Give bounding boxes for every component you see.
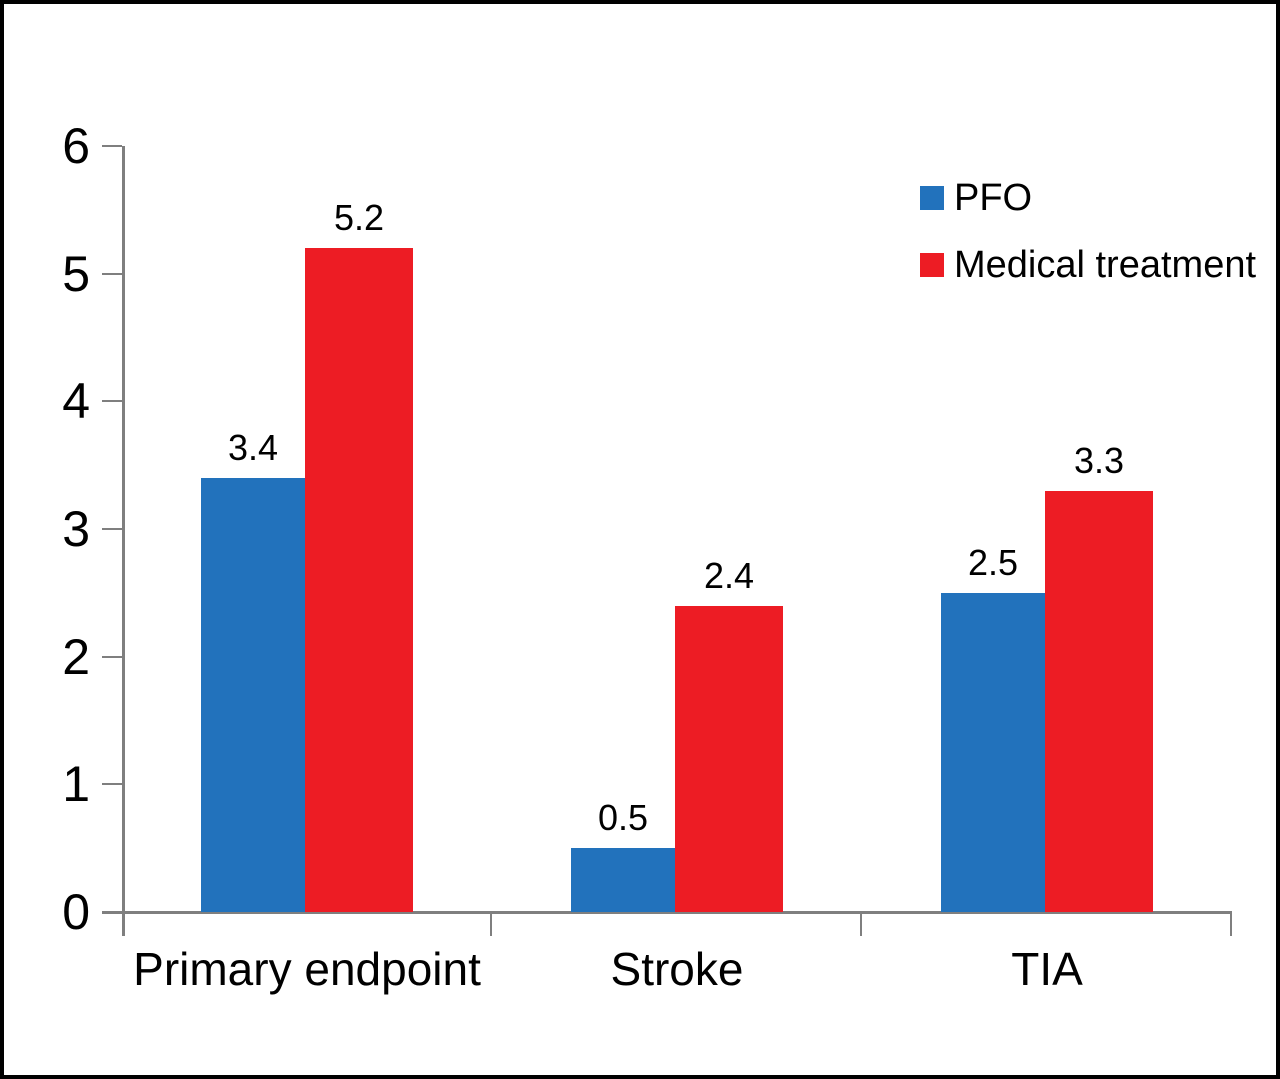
y-axis-line bbox=[122, 146, 125, 936]
bar-pfo-stroke bbox=[571, 848, 675, 912]
bar-pfo-tia bbox=[941, 593, 1045, 912]
y-tick-6 bbox=[102, 145, 122, 147]
x-axis-label-tia: TIA bbox=[1011, 943, 1083, 995]
value-label-medical-treatment-primary-endpoint: 5.2 bbox=[333, 197, 385, 238]
legend-item-pfo: PFO bbox=[920, 176, 1256, 220]
legend-swatch-pfo bbox=[920, 186, 944, 210]
value-label-medical-treatment-stroke: 2.4 bbox=[703, 555, 755, 596]
legend-item-medical-treatment: Medical treatment bbox=[920, 243, 1256, 287]
value-label-pfo-stroke: 0.5 bbox=[597, 797, 649, 838]
y-axis-label-4: 4 bbox=[62, 373, 90, 430]
x-tick-3 bbox=[1230, 912, 1232, 936]
x-axis-label-primary-endpoint: Primary endpoint bbox=[133, 943, 481, 995]
y-tick-5 bbox=[102, 272, 122, 275]
bar-pfo-primary-endpoint bbox=[201, 478, 305, 912]
y-axis-label-0: 0 bbox=[62, 884, 90, 940]
bar-medical-treatment-tia bbox=[1045, 491, 1153, 912]
value-label-medical-treatment-tia: 3.3 bbox=[1073, 440, 1125, 481]
y-tick-1 bbox=[102, 783, 122, 786]
x-axis-line bbox=[102, 911, 1232, 914]
value-label-pfo-tia: 2.5 bbox=[967, 542, 1019, 583]
x-axis-label-stroke: Stroke bbox=[610, 943, 744, 995]
y-tick-3 bbox=[102, 528, 122, 530]
y-axis-label-6: 6 bbox=[62, 118, 90, 174]
x-tick-1 bbox=[490, 912, 492, 936]
y-axis-label-5: 5 bbox=[62, 245, 90, 302]
legend-label-pfo: PFO bbox=[954, 177, 1033, 219]
y-tick-2 bbox=[102, 655, 122, 658]
plot-area: 3.4 0.5 2.5 5.2 2.4 3.3 bbox=[102, 145, 1232, 936]
x-tick-2 bbox=[860, 912, 862, 936]
y-axis-label-1: 1 bbox=[62, 756, 90, 813]
legend-swatch-medical-treatment bbox=[920, 253, 944, 277]
legend-label-medical-treatment: Medical treatment bbox=[954, 244, 1257, 286]
y-axis-label-2: 2 bbox=[62, 628, 90, 685]
y-axis-label-3: 3 bbox=[62, 501, 90, 557]
value-label-pfo-primary-endpoint: 3.4 bbox=[227, 427, 279, 468]
legend: PFO Medical treatment bbox=[920, 176, 1256, 287]
bar-medical-treatment-stroke bbox=[675, 606, 783, 912]
y-tick-4 bbox=[102, 400, 122, 403]
bar-medical-treatment-primary-endpoint bbox=[305, 248, 413, 912]
